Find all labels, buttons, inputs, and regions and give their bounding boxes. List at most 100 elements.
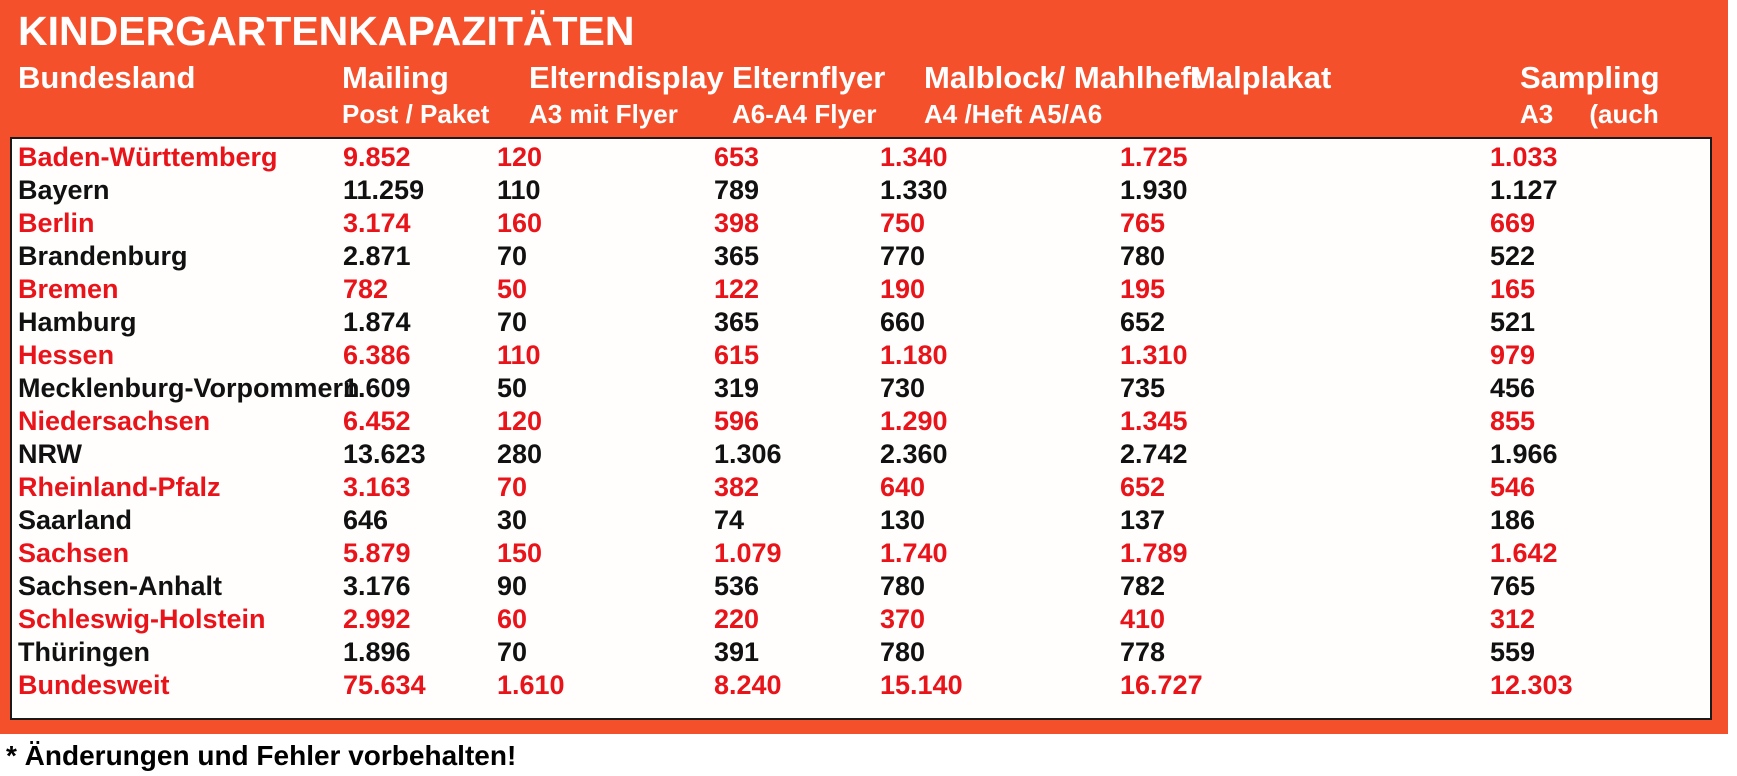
cell-value: 660 (880, 307, 926, 337)
cell-value: 365 (714, 241, 760, 271)
cell-value: 782 (1120, 571, 1166, 601)
cell-value: 15.140 (880, 670, 963, 700)
cell-value: 70 (497, 637, 528, 667)
cell-value: 778 (1120, 637, 1166, 667)
cell-value: 1.789 (1120, 538, 1188, 568)
cell-value: 3.176 (343, 571, 411, 601)
cell-value: 120 (497, 406, 543, 436)
state-name: Hessen (18, 340, 115, 370)
cell-value: 780 (1120, 241, 1166, 271)
cell-value: 770 (880, 241, 926, 271)
state-name: Sachsen (18, 538, 130, 568)
table-row: Berlin 3.174 160 398 750 765 669 (18, 207, 1710, 240)
table-body-box: Baden-Württemberg 9.852 120 653 1.340 1.725 1.… (10, 137, 1712, 720)
cell-value: 782 (343, 274, 389, 304)
column-header-malblock: Malblock/ Mahlheft (924, 60, 1202, 95)
cell-value: 186 (1490, 505, 1536, 535)
state-name: Rheinland-Pfalz (18, 472, 221, 502)
cell-value: 730 (880, 373, 926, 403)
table-row: Hamburg 1.874 70 365 660 652 521 (18, 306, 1710, 339)
cell-value: 50 (497, 274, 528, 304)
cell-value: 2.742 (1120, 439, 1188, 469)
cell-value: 735 (1120, 373, 1166, 403)
cell-value: 546 (1490, 472, 1536, 502)
state-name: Mecklenburg-Vorpommern (18, 373, 360, 403)
cell-value: 1.725 (1120, 142, 1188, 172)
state-name: Niedersachsen (18, 406, 211, 436)
table-row: Sachsen 5.879 150 1.079 1.740 1.789 1.642 (18, 537, 1710, 570)
cell-value: 456 (1490, 373, 1536, 403)
state-name: Bundesweit (18, 670, 170, 700)
table-row: Sachsen-Anhalt 3.176 90 536 780 782 765 (18, 570, 1710, 603)
cell-value: 130 (880, 505, 926, 535)
cell-value: 74 (714, 505, 745, 535)
state-name: Thüringen (18, 637, 150, 667)
table-row: Saarland 646 30 74 130 137 186 (18, 504, 1710, 537)
cell-value: 1.306 (714, 439, 782, 469)
cell-value: 1.290 (880, 406, 948, 436)
cell-value: 370 (880, 604, 926, 634)
cell-value: 70 (497, 307, 528, 337)
table-rows: Baden-Württemberg 9.852 120 653 1.340 1.725 1.… (12, 139, 1710, 702)
cell-value: 120 (497, 142, 543, 172)
cell-value: 1.966 (1490, 439, 1558, 469)
column-header-malplakat: Malplakat (1190, 60, 1332, 95)
cell-value: 410 (1120, 604, 1166, 634)
cell-value: 1.079 (714, 538, 782, 568)
cell-value: 365 (714, 307, 760, 337)
state-name: Bayern (18, 175, 110, 205)
column-header-mailing: Mailing (342, 60, 449, 95)
cell-value: 1.127 (1490, 175, 1558, 205)
cell-value: 60 (497, 604, 528, 634)
cell-value: 1.896 (343, 637, 411, 667)
cell-value: 2.360 (880, 439, 948, 469)
cell-value: 137 (1120, 505, 1166, 535)
cell-value: 640 (880, 472, 926, 502)
column-subheader-elterndisplay: A3 mit Flyer (529, 99, 678, 129)
column-header-bundesland: Bundesland (18, 60, 196, 95)
column-header-row: Bundesland Mailing Elterndisplay Elternf… (18, 60, 1728, 96)
cell-value: 190 (880, 274, 926, 304)
cell-value: 16.727 (1120, 670, 1203, 700)
cell-value: 2.992 (343, 604, 411, 634)
cell-value: 70 (497, 241, 528, 271)
cell-value: 979 (1490, 340, 1536, 370)
cell-value: 765 (1120, 208, 1166, 238)
column-subheader-malplakat (1190, 99, 1520, 129)
table-row: Mecklenburg-Vorpommern 1.609 50 319 730 735 45… (18, 372, 1710, 405)
table-row: Niedersachsen 6.452 120 596 1.290 1.345 855 (18, 405, 1710, 438)
cell-value: 70 (497, 472, 528, 502)
cell-value: 30 (497, 505, 528, 535)
cell-value: 1.345 (1120, 406, 1188, 436)
cell-value: 653 (714, 142, 760, 172)
column-header-elternflyer: Elternflyer (732, 60, 886, 95)
cell-value: 150 (497, 538, 543, 568)
table-row: Bremen 782 50 122 190 195 165 (18, 273, 1710, 306)
column-header-sampling: Sampling (1520, 60, 1660, 95)
cell-value: 1.033 (1490, 142, 1558, 172)
state-name: Bremen (18, 274, 119, 304)
cell-value: 220 (714, 604, 760, 634)
cell-value: 6.386 (343, 340, 411, 370)
cell-value: 160 (497, 208, 543, 238)
state-name: Brandenburg (18, 241, 188, 271)
cell-value: 652 (1120, 472, 1166, 502)
cell-value: 50 (497, 373, 528, 403)
state-name: Schleswig-Holstein (18, 604, 266, 634)
cell-value: 596 (714, 406, 760, 436)
cell-value: 669 (1490, 208, 1536, 238)
cell-value: 75.634 (343, 670, 426, 700)
cell-value: 536 (714, 571, 760, 601)
cell-value: 165 (1490, 274, 1536, 304)
page-title: KINDERGARTENKAPAZITÄTEN (18, 8, 635, 54)
cell-value: 110 (497, 175, 541, 205)
cell-value: 391 (714, 637, 760, 667)
cell-value: 1.874 (343, 307, 411, 337)
footnote: * Änderungen und Fehler vorbehalten! (6, 740, 517, 771)
cell-value: 615 (714, 340, 760, 370)
table-row: Bundesweit 75.634 1.610 8.240 15.140 16.727 12… (18, 669, 1710, 702)
cell-value: 280 (497, 439, 543, 469)
cell-value: 382 (714, 472, 760, 502)
cell-value: 110 (497, 340, 541, 370)
column-subheader-mailing: Post / Paket (342, 99, 490, 129)
